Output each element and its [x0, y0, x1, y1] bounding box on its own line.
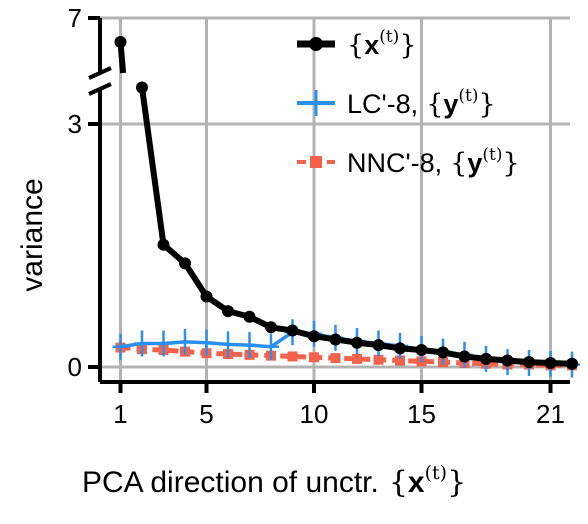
legend-sup-2: (t)	[482, 145, 502, 165]
series-0-point-10	[308, 330, 320, 342]
series-0-point-21	[545, 357, 557, 369]
legend-entry-1: LC'-8, {y(t)}	[297, 86, 496, 120]
series-0-point-18	[480, 353, 492, 365]
legend-var-1: y	[443, 89, 458, 119]
x-tick-label-15: 15	[407, 399, 436, 429]
legend-label-2: NNC'-8, {y(t)}	[347, 145, 520, 179]
series-1-point-1	[113, 334, 129, 360]
series-layer	[113, 36, 581, 378]
legend-var-0: x	[364, 30, 379, 60]
series-2-point-12	[352, 354, 362, 364]
series-0-point-5	[201, 291, 213, 303]
series-0	[115, 36, 579, 370]
legend: {x(t)}LC'-8, {y(t)}NNC'-8, {y(t)}	[297, 27, 520, 179]
series-0-point-19	[502, 355, 514, 367]
legend-entry-2: NNC'-8, {y(t)}	[297, 145, 520, 179]
series-0-point-1	[115, 36, 127, 48]
legend-open-1: {	[426, 89, 443, 120]
series-0-point-13	[373, 339, 385, 351]
legend-name-1: LC'-8,	[347, 89, 418, 119]
series-2-point-10	[309, 352, 319, 362]
y-axis-label: variance	[16, 178, 49, 291]
x-tick-label-10: 10	[300, 399, 329, 429]
x-tick-label-5: 5	[199, 399, 213, 429]
series-1-point-2	[134, 331, 150, 357]
legend-sup-1: (t)	[458, 86, 478, 106]
x-tick-label-21: 21	[536, 399, 565, 429]
x-axis-label-sup: (t)	[425, 462, 447, 484]
legend-sup-0: (t)	[379, 27, 399, 47]
legend-close-1: }	[479, 89, 496, 120]
series-0-point-8	[265, 321, 277, 333]
x-axis-label: PCA direction of unctr. {x(t)}	[82, 462, 466, 500]
y-tick-label-0: 0	[68, 352, 82, 382]
series-0-point-15	[416, 344, 428, 356]
x-axis-label-close: }	[447, 465, 466, 500]
series-2-point-11	[331, 353, 341, 363]
y-tick-label-3: 3	[68, 109, 82, 139]
series-0-point-2	[136, 82, 148, 94]
legend-name-2: NNC'-8,	[347, 148, 442, 178]
series-0-point-22	[566, 358, 578, 370]
x-axis-label-open: {	[389, 465, 408, 500]
legend-marker-2	[310, 156, 322, 168]
series-0-point-12	[351, 337, 363, 349]
legend-marker-0	[309, 37, 323, 51]
series-0-point-20	[523, 356, 535, 368]
legend-close-0: }	[399, 30, 416, 61]
series-2-point-9	[288, 351, 298, 361]
series-0-point-11	[330, 333, 342, 345]
legend-open-2: {	[450, 148, 467, 179]
legend-open-0: {	[347, 30, 364, 61]
y-tick-label-7: 7	[68, 3, 82, 33]
legend-close-2: }	[503, 148, 520, 179]
series-0-point-4	[179, 257, 191, 269]
series-0-point-16	[437, 346, 449, 358]
x-axis-label-text: PCA direction of unctr.	[82, 466, 379, 499]
x-axis-label-var: x	[408, 466, 425, 499]
series-0-point-14	[394, 342, 406, 354]
series-0-point-9	[287, 325, 299, 337]
axes	[89, 18, 570, 382]
series-0-point-3	[158, 239, 170, 251]
x-tick-label-1: 1	[113, 399, 127, 429]
legend-var-2: y	[467, 148, 482, 178]
series-0-point-7	[244, 311, 256, 323]
legend-label-0: {x(t)}	[347, 27, 417, 61]
series-0-point-17	[459, 350, 471, 362]
series-0-point-6	[222, 305, 234, 317]
